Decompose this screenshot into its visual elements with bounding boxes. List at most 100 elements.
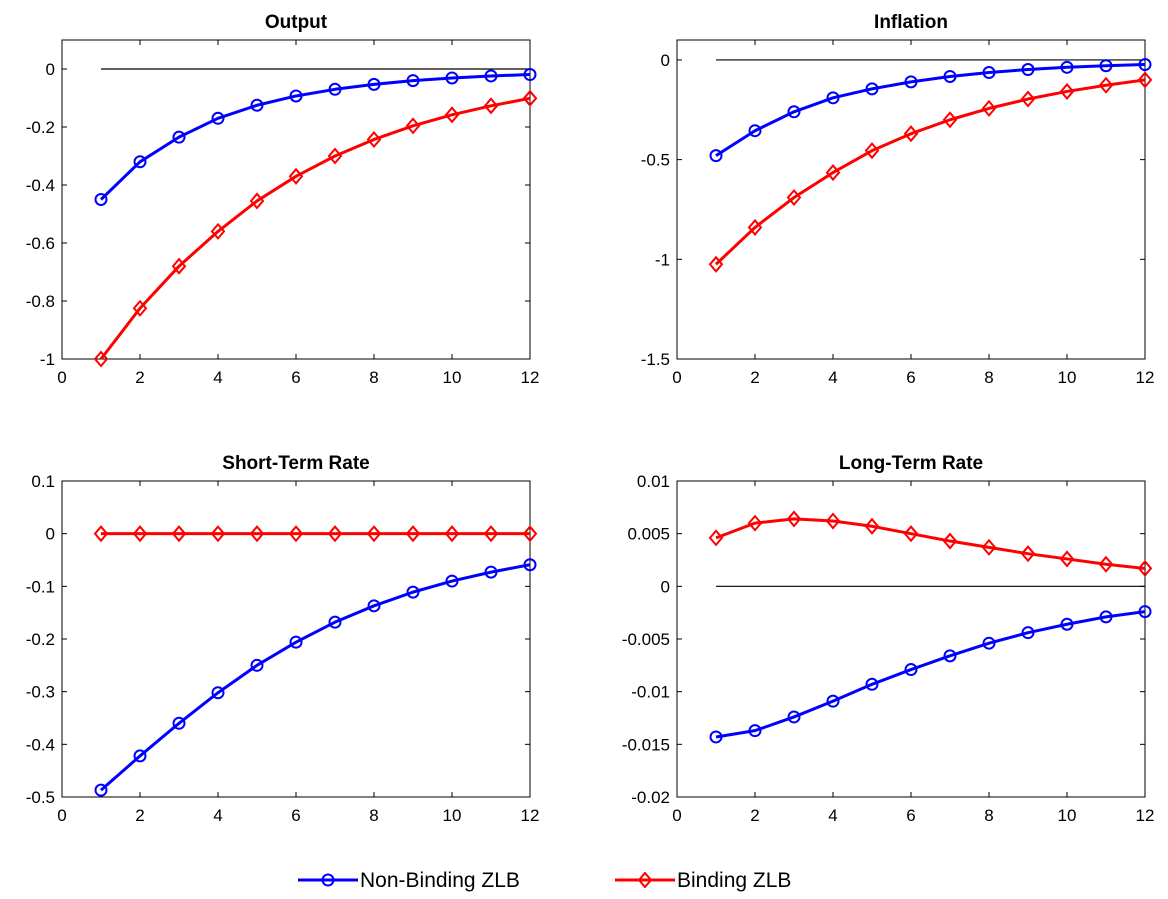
data-point <box>211 686 225 700</box>
data-point <box>327 525 343 543</box>
data-point <box>132 299 148 317</box>
series-line <box>99 73 531 201</box>
data-point <box>172 130 186 144</box>
data-point <box>171 525 187 543</box>
data-point <box>328 615 342 629</box>
x-tick-label: 12 <box>521 368 540 387</box>
data-point <box>405 117 421 135</box>
x-tick-label: 10 <box>443 806 462 825</box>
x-tick-label: 2 <box>135 368 144 387</box>
data-point <box>523 68 537 82</box>
y-tick-label: -1 <box>655 250 670 269</box>
series-line <box>715 63 1146 157</box>
data-point <box>328 82 342 96</box>
data-point <box>1060 60 1074 74</box>
data-point <box>864 517 880 535</box>
data-point <box>708 529 724 547</box>
data-point <box>133 155 147 169</box>
y-tick-label: 0 <box>46 525 55 544</box>
data-point <box>943 649 957 663</box>
data-point <box>826 91 840 105</box>
data-point <box>367 599 381 613</box>
data-point <box>1099 59 1113 73</box>
data-point <box>904 663 918 677</box>
data-point <box>93 525 109 543</box>
x-tick-label: 4 <box>213 806 222 825</box>
y-tick-label: -0.005 <box>622 630 670 649</box>
data-point <box>1098 76 1114 94</box>
legend: Non-Binding ZLB Binding ZLB <box>298 869 791 892</box>
data-point <box>444 525 460 543</box>
chart-title: Long-Term Rate <box>839 453 983 474</box>
data-point <box>406 585 420 599</box>
x-tick-label: 8 <box>369 368 378 387</box>
x-tick-label: 2 <box>750 368 759 387</box>
data-point <box>943 69 957 83</box>
data-point <box>132 525 148 543</box>
data-point <box>864 142 880 160</box>
data-point <box>249 192 265 210</box>
data-point <box>405 525 421 543</box>
data-point <box>483 525 499 543</box>
data-point <box>747 218 763 236</box>
data-point <box>522 89 538 107</box>
series-line <box>99 96 531 360</box>
data-point <box>786 510 802 528</box>
legend-label-non-binding: Non-Binding ZLB <box>360 869 520 892</box>
x-tick-label: 4 <box>213 368 222 387</box>
data-point <box>825 512 841 530</box>
y-tick-label: -0.5 <box>641 151 670 170</box>
data-point <box>903 525 919 543</box>
x-tick-label: 6 <box>291 368 300 387</box>
series-binding <box>708 71 1153 273</box>
data-point <box>445 574 459 588</box>
x-tick-label: 10 <box>1058 806 1077 825</box>
data-point <box>825 164 841 182</box>
data-point <box>288 525 304 543</box>
data-point <box>1098 555 1114 573</box>
x-tick-label: 2 <box>750 806 759 825</box>
x-tick-label: 4 <box>828 806 837 825</box>
y-tick-label: -0.3 <box>26 683 55 702</box>
chart-inflation: Inflation 0 2 4 6 8 10 12 -1.5 -1 -0.5 0 <box>641 12 1155 387</box>
y-tick-label: -0.4 <box>26 176 55 195</box>
data-point <box>787 710 801 724</box>
data-point <box>172 716 186 730</box>
y-tick-label: -0.2 <box>26 118 55 137</box>
data-point <box>250 658 264 672</box>
series-non-binding <box>94 558 537 797</box>
y-tick-label: -0.5 <box>26 788 55 807</box>
x-tick-label: 6 <box>906 806 915 825</box>
x-tick-label: 12 <box>521 806 540 825</box>
data-point <box>942 111 958 129</box>
y-tick-label: 0 <box>661 577 670 596</box>
data-point <box>406 74 420 88</box>
data-point <box>289 89 303 103</box>
y-tick-label: 0.005 <box>627 525 670 544</box>
series-binding <box>93 89 538 368</box>
x-tick-label: 2 <box>135 806 144 825</box>
data-point <box>484 69 498 83</box>
chart-output: Output 0 2 4 6 8 10 12 -1 -0.8 -0.6 -0.4 -0.2 0 <box>26 12 540 387</box>
legend-item-non-binding: Non-Binding ZLB <box>298 869 520 892</box>
data-point <box>748 724 762 738</box>
chart-title: Short-Term Rate <box>222 453 369 474</box>
data-point <box>367 77 381 91</box>
data-point <box>366 525 382 543</box>
data-point <box>1099 610 1113 624</box>
data-point <box>93 350 109 368</box>
y-tick-label: -0.6 <box>26 234 55 253</box>
data-point <box>94 783 108 797</box>
data-point <box>903 125 919 143</box>
data-point <box>942 532 958 550</box>
series-binding <box>93 525 538 543</box>
x-tick-label: 0 <box>57 806 66 825</box>
data-point <box>1137 71 1153 89</box>
legend-label-binding: Binding ZLB <box>677 869 791 892</box>
data-point <box>708 255 724 273</box>
y-tick-label: 0.1 <box>31 472 55 491</box>
data-point <box>210 222 226 240</box>
data-point <box>982 636 996 650</box>
data-point <box>865 82 879 96</box>
